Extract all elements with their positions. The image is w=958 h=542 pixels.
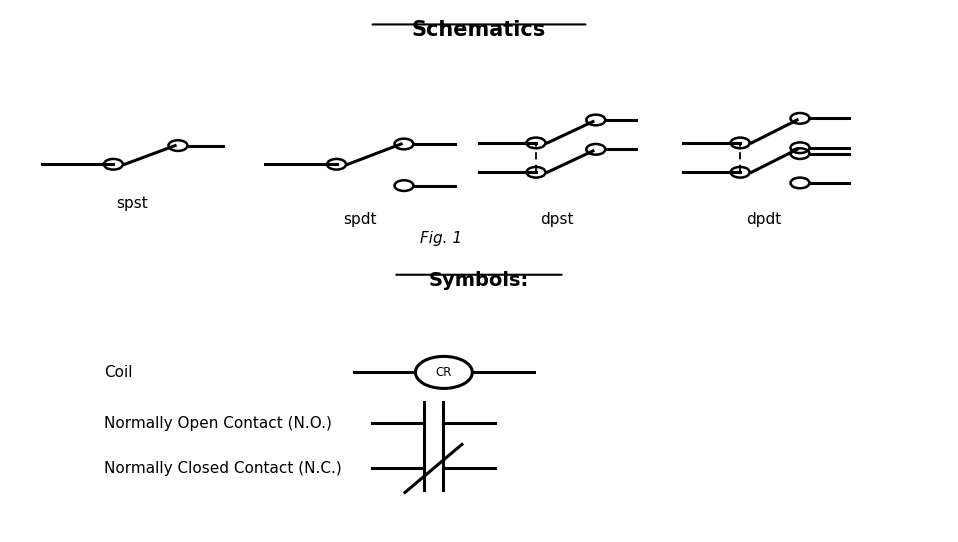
- Text: Fig. 1: Fig. 1: [420, 231, 462, 246]
- Text: dpdt: dpdt: [746, 212, 782, 227]
- Text: Schematics: Schematics: [412, 20, 546, 40]
- Text: Normally Closed Contact (N.C.): Normally Closed Contact (N.C.): [103, 461, 342, 476]
- Text: Coil: Coil: [103, 365, 132, 380]
- Text: spst: spst: [117, 196, 148, 211]
- Text: CR: CR: [436, 366, 452, 379]
- Text: Symbols:: Symbols:: [429, 271, 529, 290]
- Text: spdt: spdt: [344, 212, 377, 227]
- Text: dpst: dpst: [540, 212, 574, 227]
- Text: Normally Open Contact (N.O.): Normally Open Contact (N.O.): [103, 416, 331, 430]
